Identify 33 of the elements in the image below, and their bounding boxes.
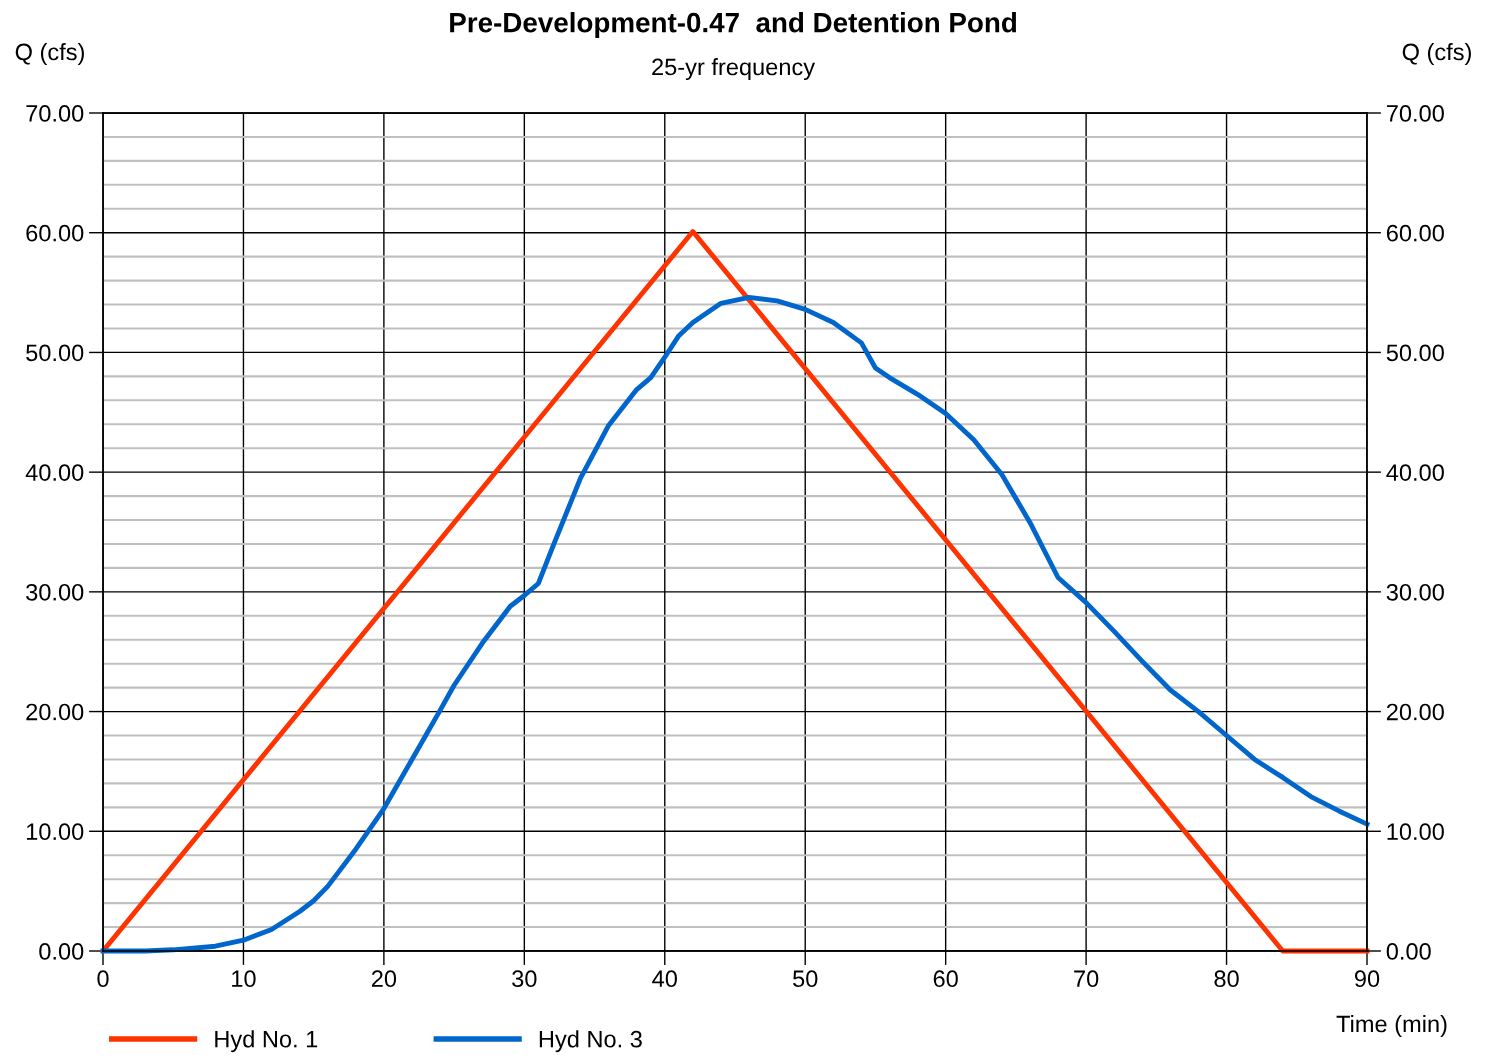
y2-tick-label: 20.00 <box>1386 703 1444 721</box>
y2-tick-label: 60.00 <box>1386 224 1444 242</box>
x-axis-title: Time (min) <box>1336 1014 1447 1037</box>
y-tick-label: 30.00 <box>26 583 84 601</box>
x-tick-label: 30 <box>512 970 537 988</box>
y-tick-label: 50.00 <box>26 344 84 362</box>
x-tick-label: 90 <box>1354 970 1380 988</box>
x-tick-label: 60 <box>933 970 958 988</box>
x-tick-label: 50 <box>793 970 818 988</box>
y2-tick-label: 40.00 <box>1386 464 1444 481</box>
y-tick-label: 70.00 <box>26 105 84 122</box>
legend-label: Hyd No. 3 <box>539 1030 642 1053</box>
y2-axis-title: Q (cfs) <box>1402 43 1471 65</box>
y-tick-label: 0.00 <box>39 943 84 960</box>
legend-label: Hyd No. 1 <box>215 1030 318 1053</box>
y2-tick-label: 0.00 <box>1386 943 1431 960</box>
y-tick-label: 10.00 <box>26 823 84 841</box>
chart-subtitle: 25-yr frequency <box>652 58 816 80</box>
y-tick-label: 20.00 <box>26 703 84 721</box>
y-axis-title: Q (cfs) <box>15 43 84 65</box>
x-tick-label: 70 <box>1074 970 1099 988</box>
y2-tick-label: 50.00 <box>1386 344 1444 362</box>
chart-title: Pre-Development-0.47 and Detention Pond <box>450 12 1016 38</box>
y-tick-label: 60.00 <box>26 224 84 242</box>
y-tick-label: 40.00 <box>25 464 84 481</box>
x-tick-label: 0 <box>97 970 109 988</box>
x-tick-label: 80 <box>1214 970 1239 988</box>
x-tick-label: 10 <box>232 970 256 988</box>
y2-tick-label: 30.00 <box>1386 583 1444 601</box>
y2-tick-label: 10.00 <box>1387 823 1444 841</box>
x-tick-label: 20 <box>371 970 397 988</box>
x-tick-label: 40 <box>652 970 677 988</box>
y2-tick-label: 70.00 <box>1386 105 1444 122</box>
